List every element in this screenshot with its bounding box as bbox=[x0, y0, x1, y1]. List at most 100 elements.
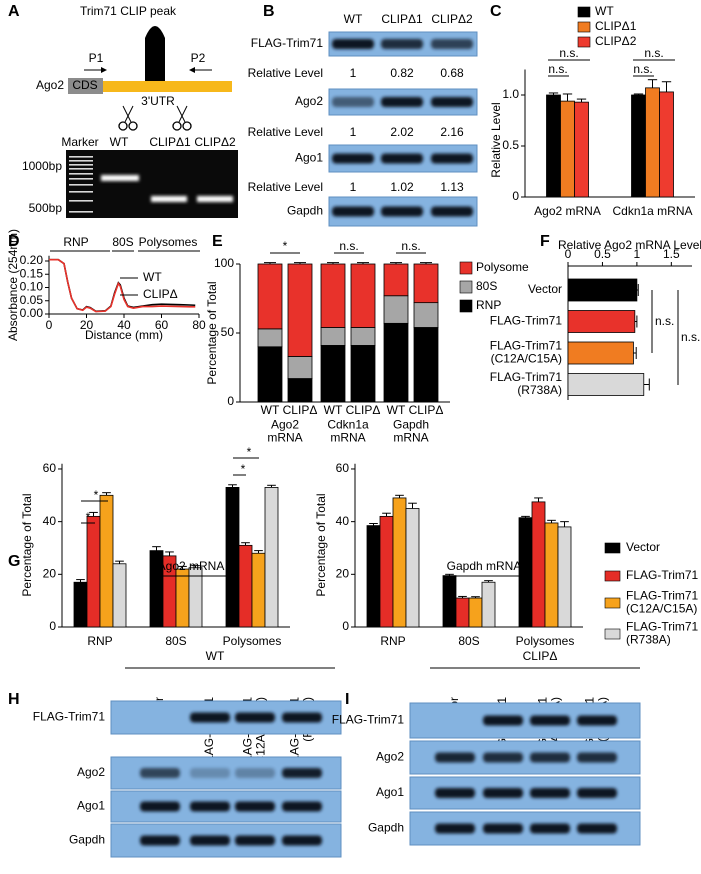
annotation: n.s. bbox=[401, 239, 420, 253]
blot-band bbox=[282, 801, 322, 812]
blot-band bbox=[577, 752, 617, 763]
bar bbox=[405, 508, 420, 628]
y-tick-label: 0.5 bbox=[502, 138, 519, 152]
blot-band bbox=[235, 801, 275, 812]
blot-band bbox=[435, 788, 475, 798]
bar bbox=[567, 278, 638, 302]
group-label: Ago2 mRNA bbox=[267, 418, 302, 445]
ladder-band bbox=[69, 173, 93, 175]
x-tick-label: 80 bbox=[192, 318, 206, 332]
row-label: FLAG-Trim71 bbox=[33, 710, 106, 724]
legend-label: RNP bbox=[476, 298, 501, 312]
legend-label: CLIPΔ2 bbox=[595, 34, 637, 48]
fraction-label: 80S bbox=[112, 235, 133, 249]
gel-band bbox=[101, 175, 139, 181]
bar-segment bbox=[350, 263, 376, 328]
bar bbox=[442, 575, 457, 628]
annotation: n.s. bbox=[644, 46, 663, 60]
x-tick-label: 1 bbox=[634, 247, 641, 261]
blot-band bbox=[435, 823, 475, 834]
y-tick-label: 0.00 bbox=[20, 306, 44, 320]
row-label: Gapdh bbox=[368, 821, 404, 835]
level-label: Relative Level bbox=[248, 125, 323, 139]
blot-band bbox=[190, 835, 230, 846]
bar bbox=[567, 373, 645, 396]
bar-segment bbox=[413, 263, 439, 304]
gel-lane-label: WT bbox=[110, 135, 129, 149]
bar-segment bbox=[413, 327, 439, 403]
annotation: n.s. bbox=[681, 330, 700, 344]
level-label: Relative Level bbox=[248, 180, 323, 194]
ladder-band bbox=[69, 191, 93, 193]
legend-swatch bbox=[604, 597, 621, 609]
bar-segment bbox=[383, 295, 409, 324]
level-value: 1 bbox=[350, 125, 357, 139]
bar-segment bbox=[320, 345, 346, 403]
blot-band bbox=[577, 788, 617, 798]
bar bbox=[175, 568, 190, 628]
y-tick-label: 20 bbox=[43, 566, 57, 580]
y-tick-label: 0 bbox=[227, 394, 234, 408]
blot-band bbox=[530, 788, 570, 798]
panel-letter: D bbox=[8, 233, 20, 250]
blot-band bbox=[381, 97, 423, 107]
annotation: * bbox=[86, 510, 91, 524]
x-tick-label: WT bbox=[324, 403, 343, 417]
ladder-band bbox=[69, 178, 93, 180]
fraction-label: Polysomes bbox=[139, 235, 198, 249]
x-tick-label: CLIPΔ bbox=[409, 403, 444, 417]
bar bbox=[567, 341, 634, 365]
gene-label: Ago2 bbox=[36, 78, 64, 92]
ladder-band bbox=[69, 184, 93, 186]
panel-letter: I bbox=[345, 691, 349, 708]
bar bbox=[225, 487, 240, 628]
legend-swatch bbox=[577, 36, 591, 48]
utr-bar bbox=[103, 81, 232, 92]
cds-box bbox=[68, 78, 103, 94]
annotation: n.s. bbox=[655, 314, 674, 328]
row-label: Ago2 bbox=[295, 94, 323, 108]
utr-label: 3'UTR bbox=[141, 94, 175, 108]
y-axis-label: Percentage of Total bbox=[20, 493, 34, 596]
y-tick-label: 0 bbox=[512, 189, 519, 203]
blot-band bbox=[282, 835, 322, 846]
x-tick-label: WT bbox=[387, 403, 406, 417]
bar bbox=[659, 91, 674, 198]
blot-band bbox=[140, 835, 180, 846]
y-tick-label: 40 bbox=[43, 514, 57, 528]
row-label: FLAG-Trim71 bbox=[332, 713, 405, 727]
row-label: Gapdh bbox=[287, 204, 323, 218]
bar bbox=[86, 515, 101, 628]
lane-label: WT bbox=[344, 12, 363, 26]
blot-band bbox=[190, 801, 230, 812]
y-tick-label: 50 bbox=[221, 325, 235, 339]
level-value: 1.02 bbox=[390, 180, 414, 194]
row-label: Ago1 bbox=[295, 151, 323, 165]
annotation: n.s. bbox=[548, 62, 567, 76]
legend-label: FLAG-Trim71 bbox=[626, 568, 699, 582]
blot-band bbox=[431, 97, 473, 107]
legend-swatch bbox=[459, 299, 473, 313]
blot-band bbox=[282, 768, 322, 778]
y-tick-label: 0 bbox=[49, 619, 56, 633]
group-label: Gapdh mRNA bbox=[393, 418, 429, 445]
lane-label: CLIPΔ1 bbox=[381, 12, 423, 26]
ladder-band bbox=[69, 211, 93, 213]
scissor-blade bbox=[176, 105, 186, 123]
x-tick-label: 20 bbox=[80, 318, 94, 332]
blot-band bbox=[235, 712, 275, 723]
legend-swatch bbox=[577, 21, 591, 33]
row-label: Ago1 bbox=[77, 799, 105, 813]
blot-header: WT bbox=[206, 649, 225, 663]
scissor-handle bbox=[182, 121, 192, 131]
blot-band bbox=[381, 153, 423, 164]
blot-band bbox=[530, 715, 570, 726]
bar-segment bbox=[287, 378, 313, 403]
blot-band bbox=[332, 97, 374, 107]
ladder-band bbox=[69, 160, 93, 162]
gel-band bbox=[197, 196, 233, 202]
line-series bbox=[49, 258, 196, 313]
blot-band bbox=[190, 712, 230, 723]
y-tick-label: 1.0 bbox=[502, 87, 519, 101]
